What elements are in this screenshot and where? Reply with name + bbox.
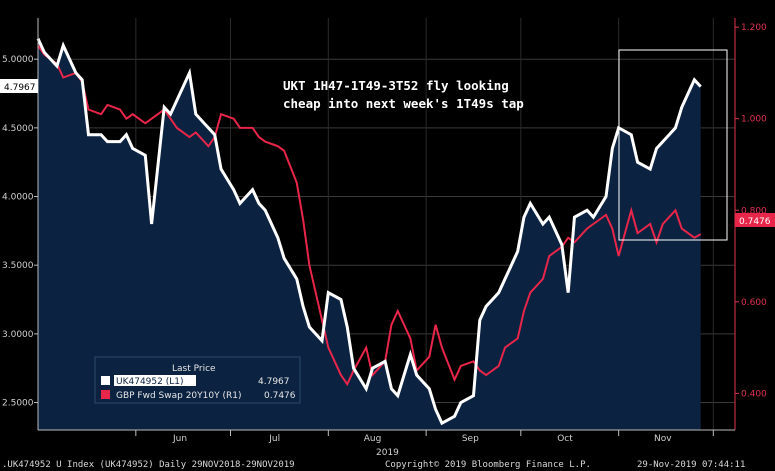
y-tick-left-0: 2.5000 [2, 399, 34, 409]
y-tick-right-4: 1.200 [741, 23, 767, 33]
y-tick-left-5: 5.0000 [2, 55, 34, 65]
legend-value-2: 0.7476 [264, 391, 296, 401]
x-year-label: 2019 [376, 448, 399, 458]
legend-value-1: 4.7967 [258, 377, 290, 387]
highlight-box [618, 49, 728, 241]
x-tick-aug: Aug [364, 434, 382, 444]
y-tick-right-2: 0.800 [741, 206, 767, 216]
y-tick-left-2: 3.5000 [2, 261, 34, 271]
annotation-line-2: cheap into next week's 1T49s tap [283, 96, 524, 111]
y-tick-right-3: 1.000 [741, 115, 767, 125]
annotation-line-1: UKT 1H47-1T49-3T52 fly looking [283, 78, 509, 93]
x-tick-jun: Jun [172, 434, 187, 444]
y-tick-left-4: 4.5000 [2, 124, 34, 134]
legend-title: Last Price [172, 364, 216, 374]
legend-highlight-1 [114, 375, 196, 386]
legend: Last Price UK474952 (L1) 4.7967 GBP Fwd … [94, 356, 301, 404]
series2-line [37, 44, 702, 387]
legend-label-1: UK474952 (L1) [116, 377, 183, 387]
legend-swatch-2 [101, 390, 110, 399]
footer-center: Copyright© 2019 Bloomberg Finance L.P. [385, 460, 591, 470]
legend-swatch-1 [101, 376, 110, 385]
legend-label-2: GBP Fwd Swap 20Y10Y (R1) [116, 391, 241, 401]
x-tick-sep: Sep [462, 434, 479, 444]
y-tick-left-3: 4.0000 [2, 193, 34, 203]
x-tick-nov: Nov [654, 434, 672, 444]
footer-left: .UK474952 U Index (UK474952) Daily 29NOV… [2, 460, 295, 470]
last-value-tag-left: 4.7967 [0, 79, 38, 93]
last-value-left: 4.7967 [4, 83, 36, 93]
ticks: 2.5000 3.0000 3.5000 4.0000 4.5000 5.0000 0.40… [2, 23, 767, 444]
y-tick-left-1: 3.0000 [2, 330, 34, 340]
series1-area [38, 38, 701, 430]
footer-right: 29-Nov-2019 07:44:11 [637, 460, 745, 470]
last-value-tag-right: 0.7476 [735, 213, 775, 227]
last-value-right: 0.7476 [739, 217, 771, 227]
y-tick-right-1: 0.600 [741, 298, 767, 308]
series1-line [36, 37, 702, 426]
y-tick-right-0: 0.400 [741, 389, 767, 399]
x-tick-oct: Oct [557, 434, 573, 444]
x-tick-jul: Jul [268, 434, 280, 444]
